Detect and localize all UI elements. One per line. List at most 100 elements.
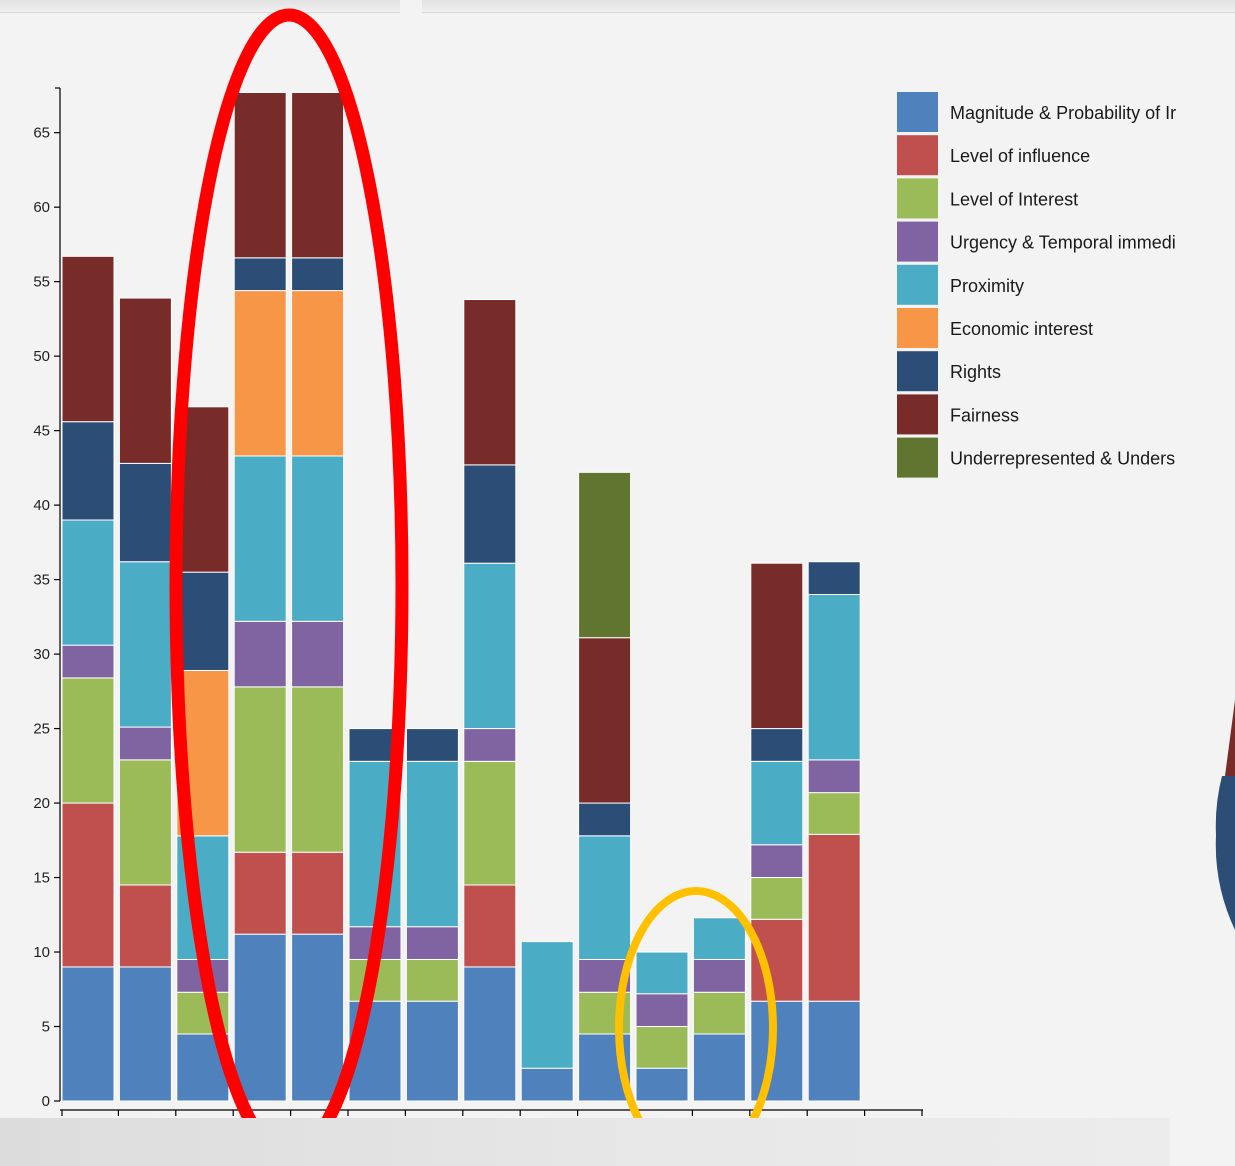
bar-segment [291,686,345,853]
bar-segment [463,884,517,968]
legend-swatch [897,351,938,392]
bar-segment [463,728,517,762]
bar-segment [750,728,804,762]
legend-swatch [897,92,938,132]
bar-segment [578,835,632,960]
bar-segment [578,637,632,804]
y-tick-label: 20 [33,795,50,812]
bar-segment [692,917,746,960]
bar-segment [807,792,861,835]
bar-segment [405,728,459,762]
bar-segment [750,760,804,846]
bar-segment [61,421,115,521]
bar-segment [692,991,746,1035]
bar-segment [291,620,345,688]
side-decoration [1215,700,1235,930]
bar-segment [291,257,345,292]
y-tick-label: 0 [42,1093,50,1110]
bar-segment [118,297,172,464]
legend-label: Proximity [950,276,1024,296]
y-tick-label: 45 [33,423,50,440]
legend-swatch [897,135,938,176]
bar-segment [807,1000,861,1102]
bar-segment [233,851,287,935]
bar-segment [233,620,287,688]
legend-label: Economic interest [950,319,1093,339]
bar-segment [233,933,287,1102]
legend-swatch [897,178,938,219]
bar-segment [291,91,345,259]
bar-segment [118,884,172,968]
bar-segment [750,844,804,879]
bar-segment [61,802,115,968]
bar-segment [118,759,172,886]
bar-segment [578,471,632,639]
bar-segment [463,299,517,466]
bar-segment [750,562,804,730]
bar-segment [291,851,345,935]
bar-segment [233,290,287,457]
y-tick-label: 50 [33,348,50,365]
bar-segment [635,951,689,995]
bar-segment [750,877,804,920]
x-axis [60,1109,923,1116]
y-tick-label: 25 [33,721,50,738]
legend-label: Fairness [950,405,1019,425]
bar-segment [291,933,345,1102]
window-top-bar-left [0,0,400,13]
y-tick-label: 5 [42,1019,50,1036]
bar-segment [635,1067,689,1102]
bar-segment [463,464,517,564]
bar-segment [405,958,459,1002]
window-top-bar-right [422,0,1235,13]
legend-label: Magnitude & Probability of Ir [950,103,1176,123]
y-tick-label: 35 [33,572,50,589]
bar-segment [807,833,861,1002]
legend-label: Urgency & Temporal immedi [950,233,1176,253]
bar-segment [635,1026,689,1069]
bar-segment [405,1000,459,1102]
y-tick-label: 40 [33,497,50,514]
y-tick-label: 30 [33,646,50,663]
partial-pie-slice-rights [1215,776,1235,930]
bar-segment [233,257,287,292]
bar-segment [61,644,115,679]
bar-segment [463,966,517,1102]
bar-segment [118,561,172,728]
bar-segment [176,571,230,671]
legend-label: Underrepresented & Unders [950,449,1175,469]
bar-segment [233,455,287,622]
legend-swatch [897,264,938,305]
bar-segment [807,561,861,595]
legend-swatch [897,221,938,262]
bar-segment [61,966,115,1102]
partial-pie-slice-fairness [1225,700,1235,776]
y-tick-label: 55 [33,274,50,291]
legend-swatch [897,437,938,478]
bar-segment [692,1033,746,1102]
bar-segment [405,926,459,960]
bar-segment [61,519,115,646]
bar-segment [807,759,861,794]
bar-segment [291,455,345,622]
window-bottom-bar [0,1118,1170,1166]
y-axis: 0 5 10 15 20 25 30 35 40 45 50 55 60 65 [33,87,61,1110]
bar-segment [692,958,746,993]
bar-segment [118,726,172,761]
y-tick-label: 10 [33,944,50,961]
bar-segment [291,290,345,457]
bar-segment [61,255,115,423]
y-tick-label: 15 [33,870,50,887]
bar-segment [463,760,517,886]
bar-segment [750,918,804,1002]
y-tick-label: 60 [33,199,50,216]
bar-segment [118,966,172,1102]
bar-segment [61,677,115,804]
bar-segment [405,760,459,928]
bar-segment [463,562,517,730]
legend-swatch [897,394,938,435]
bar-segment [520,941,574,1069]
bar-segment [578,802,632,837]
bar-segment [635,993,689,1028]
